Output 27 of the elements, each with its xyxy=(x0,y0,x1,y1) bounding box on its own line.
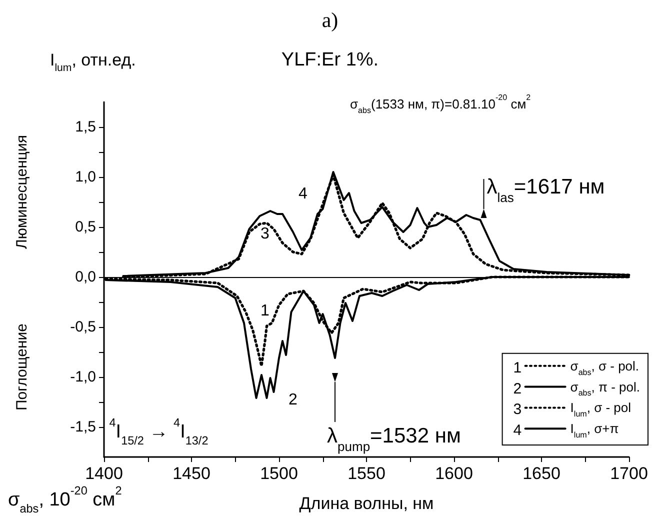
text: Поглощение xyxy=(14,323,30,411)
annotation: 2 xyxy=(288,392,298,408)
annotation: 3 xyxy=(260,226,270,242)
x-tick-label: 1600 xyxy=(435,464,473,483)
x-tick-label: 1700 xyxy=(610,464,648,483)
x-tick-label: 1500 xyxy=(260,464,298,483)
chart-title: YLF:Er 1%. xyxy=(281,50,379,71)
text: a) xyxy=(322,8,338,32)
y-tick-label: 0,5 xyxy=(75,218,96,236)
text: 2 xyxy=(513,380,522,398)
text: 1 xyxy=(513,359,522,376)
text: 4 xyxy=(513,422,522,440)
x-tick-label: 1400 xyxy=(85,464,123,483)
x-tick-label: 1550 xyxy=(348,464,386,483)
text: 3 xyxy=(513,401,522,418)
x-tick-label: 1650 xyxy=(522,464,560,483)
x-axis-title: Длина волны, нм xyxy=(299,494,434,513)
y-tick-label: 1,5 xyxy=(75,118,96,136)
text: Люминесценция xyxy=(14,135,30,249)
annotation: 4 xyxy=(298,186,308,202)
y-tick-label: 1,0 xyxy=(75,168,96,186)
y-tick-label: 0,0 xyxy=(75,268,96,286)
y-tick-label: -1,0 xyxy=(70,368,96,386)
y-tick-label: -0,5 xyxy=(70,318,96,336)
annotation: 1 xyxy=(260,302,270,320)
x-tick-label: 1450 xyxy=(172,464,210,483)
y-tick-label: -1,5 xyxy=(70,418,96,436)
